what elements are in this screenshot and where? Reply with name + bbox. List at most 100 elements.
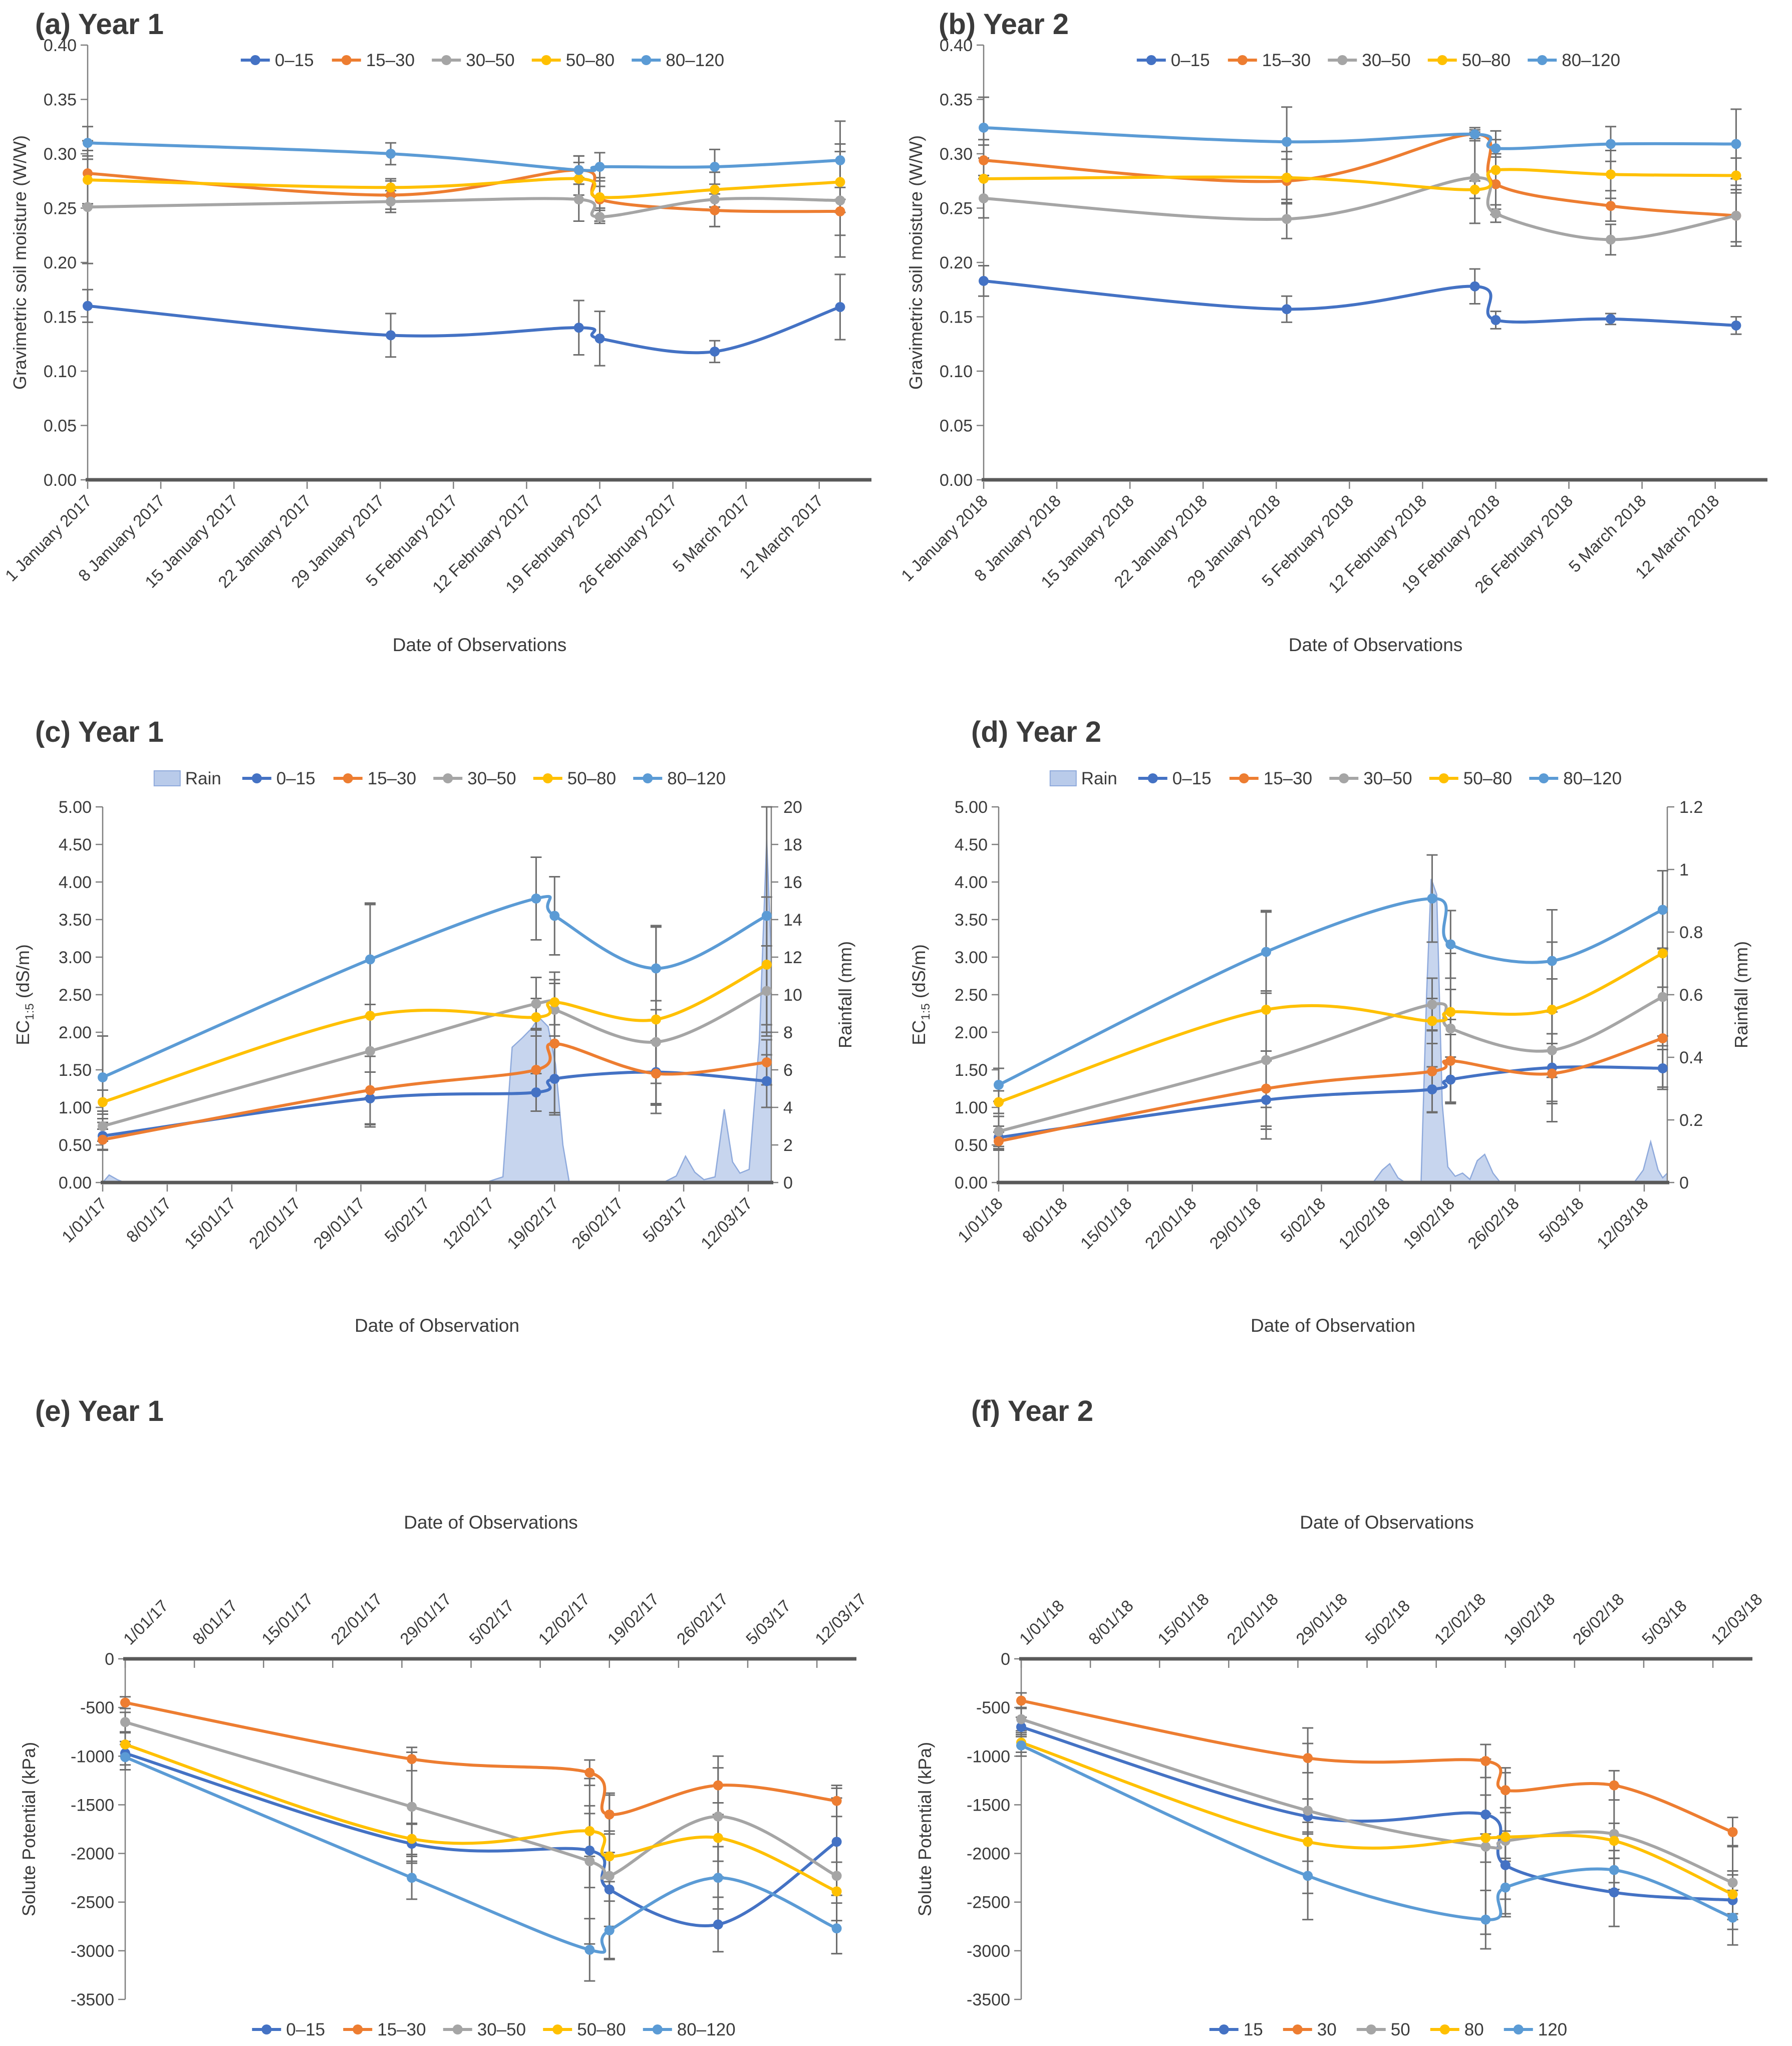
y-axis-title: Gravimetric soil moisture (W/W): [10, 135, 30, 390]
x-tick-label: 8/01/17: [123, 1194, 175, 1246]
x-tick-label: 12/02/18: [1335, 1194, 1393, 1253]
y-tick-label: -3000: [967, 1942, 1010, 1961]
y-tick-label: -3500: [71, 1990, 114, 2009]
x-tick-label: 1/01/18: [1016, 1596, 1068, 1648]
y2-tick-label: 0.2: [1679, 1111, 1703, 1130]
y2-tick-label: 0: [783, 1174, 793, 1193]
y-tick-label: 0.00: [940, 471, 973, 490]
y-tick-label: -2000: [967, 1845, 1010, 1864]
rain-area: [103, 838, 771, 1183]
y2-tick-label: 14: [783, 911, 802, 930]
y-tick-label: 0.40: [940, 36, 973, 55]
legend-label: Rain: [185, 769, 221, 788]
y-tick-label: 5.00: [955, 798, 988, 817]
legend: 15 30 50 80 120: [1209, 2020, 1567, 2039]
legend-label: 30: [1317, 2020, 1337, 2039]
series-markers-30–50: [83, 194, 845, 222]
x-tick-label: 29/01/17: [310, 1194, 369, 1253]
x-tick-label: 5/02/18: [1277, 1194, 1329, 1246]
panel-title: (f) Year 2: [971, 1395, 1093, 1427]
legend-label: 0–15: [275, 51, 314, 70]
y-axis: 0.40 0.35 0.30 0.25 0.20 0.15 0.10 0.05 0.00: [940, 36, 985, 490]
series-line-15–30: [124, 1701, 838, 1816]
legend-marker: [1337, 55, 1348, 65]
legend-label: 15–30: [368, 769, 416, 788]
x-tick-label: 12/02/18: [1430, 1590, 1489, 1648]
series-markers-30–50: [994, 992, 1668, 1136]
y-tick-label: 0.15: [940, 308, 973, 327]
series-markers-50–80: [994, 948, 1668, 1107]
series-markers-50–80: [98, 960, 772, 1107]
x-tick-label: 29/01/17: [396, 1590, 455, 1648]
y2-tick-label: 6: [783, 1061, 793, 1080]
x-axis-title: Date of Observations: [404, 1512, 578, 1533]
x-tick-label: 5/03/17: [639, 1194, 691, 1246]
y2-tick-label: 1.2: [1679, 798, 1703, 817]
legend-label: 15: [1244, 2020, 1263, 2039]
legend-marker: [643, 773, 653, 783]
legend-marker: [1438, 773, 1449, 783]
series-line-0–15: [124, 1751, 838, 1927]
legend-marker: [1239, 773, 1249, 783]
y-tick-label: 1.50: [59, 1061, 92, 1080]
y-tick-label: 0.25: [44, 199, 77, 218]
panel-c: (c) Year 1 5.00 4.50 4.00 3.50 3.00 2.50 2.00 1.…: [0, 682, 896, 1363]
series-markers-0–15: [98, 1067, 772, 1141]
legend-label: 15–30: [1262, 51, 1311, 70]
legend: 0–15 15–30 30–50 50–80 80–120: [1136, 51, 1620, 70]
legend-marker: [343, 773, 353, 783]
legend-marker: [1539, 773, 1549, 783]
y-axis: 0 -500 -1000 -1500 -2000 -2500 -3000 -3500: [71, 1650, 126, 2009]
y-axis-title: Solute Potential (kPa): [19, 1742, 39, 1916]
series-markers-15: [1016, 1722, 1738, 1905]
x-axis-title: Date of Observations: [1289, 635, 1463, 655]
y-axis-title: Gravimetric soil moisture (W/W): [906, 135, 926, 390]
legend-marker: [261, 2024, 272, 2034]
y-tick-label: 0.40: [44, 36, 77, 55]
series-line-50: [1020, 1717, 1734, 1884]
x-tick-label: 15/01/17: [258, 1590, 317, 1648]
legend: Rain 0–15 15–30 30–50 50–80 80–120: [153, 769, 726, 788]
series-line-80–120: [982, 126, 1738, 150]
legend: 0–15 15–30 30–50 50–80 80–120: [252, 2020, 736, 2039]
y-tick-label: -2500: [71, 1893, 114, 1912]
x-tick-label: 1/01/17: [120, 1596, 172, 1648]
series-line-30–50: [124, 1720, 838, 1880]
y2-tick-label: 16: [783, 873, 802, 892]
y-tick-label: 4.50: [59, 835, 92, 854]
series-markers-0–15: [979, 275, 1741, 331]
y-axis-title: EC1:5 (dS/m): [909, 944, 933, 1045]
series-line-0–15: [997, 1065, 1664, 1139]
series-line-15–30: [101, 1042, 768, 1141]
legend-label: 30–50: [1362, 51, 1410, 70]
y2-tick-label: 0.4: [1679, 1048, 1703, 1067]
y2-tick-label: 0.6: [1679, 986, 1703, 1005]
series-line-50–80: [124, 1742, 838, 1893]
x-tick-label: 15/01/17: [181, 1194, 239, 1253]
panel-b: (b) Year 2 0.40 0.35 0.30 0.25 0.20 0.15 0.10 0.…: [896, 0, 1792, 682]
x-tick-label: 26/02/18: [1464, 1194, 1523, 1253]
legend-label: 0–15: [286, 2020, 325, 2039]
x-tick-label: 19/02/18: [1500, 1590, 1559, 1648]
series-line-0–15: [982, 279, 1738, 327]
y2-tick-label: 8: [783, 1023, 793, 1042]
legend-marker: [441, 55, 452, 65]
legend-rain-swatch: [1049, 770, 1077, 786]
legend-marker: [1292, 2024, 1303, 2034]
panel-title: (b) Year 2: [939, 8, 1069, 41]
legend-label: 80–120: [666, 51, 724, 70]
x-tick-label: 5/02/17: [465, 1596, 517, 1648]
x-tick-label: 5/03/18: [1638, 1596, 1690, 1648]
y-tick-label: 4.00: [59, 873, 92, 892]
y2-tick-label: 10: [783, 986, 802, 1005]
y-tick-label: -2000: [71, 1845, 114, 1864]
y2-tick-label: 4: [783, 1098, 793, 1117]
y-tick-label: 0.50: [59, 1136, 92, 1155]
y-tick-label: 4.50: [955, 835, 988, 854]
series-markers-80–120: [979, 122, 1741, 154]
series-markers-30–50: [120, 1717, 842, 1881]
panel-title: (a) Year 1: [35, 8, 164, 41]
